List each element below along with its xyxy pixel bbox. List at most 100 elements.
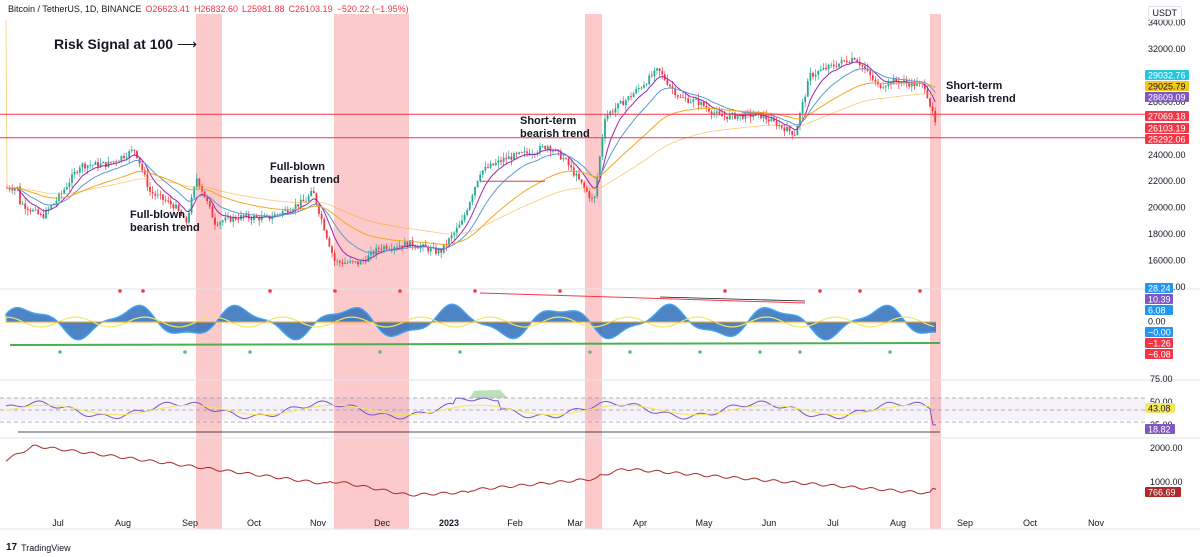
candle-body: [99, 163, 102, 167]
candle-body: [333, 252, 336, 261]
candle-body: [845, 60, 848, 63]
candle-body: [622, 100, 625, 106]
candle-body: [149, 186, 151, 192]
candle-body: [250, 218, 253, 220]
candle-body: [429, 248, 432, 252]
currency-button[interactable]: USDT: [1147, 6, 1182, 20]
candle-body: [286, 209, 289, 213]
candle-body: [427, 247, 430, 252]
x-tick-label: Nov: [310, 518, 327, 528]
candle-body: [861, 65, 864, 67]
candle-body: [489, 163, 492, 168]
candle-body: [180, 210, 183, 216]
candle-body: [580, 179, 583, 183]
rsi-overbought-fill: [470, 389, 508, 398]
candle-body: [437, 250, 440, 254]
candle-body: [773, 118, 775, 121]
signal-dot: [333, 289, 337, 293]
candle-body: [130, 149, 133, 152]
x-tick-label: Sep: [957, 518, 973, 528]
candle-body: [24, 203, 27, 209]
candle-body: [281, 211, 284, 214]
candle-body: [393, 247, 396, 250]
price-label-bg: [1145, 81, 1189, 91]
candle-body: [195, 178, 198, 187]
y-tick-label: 22000.00: [1148, 176, 1186, 186]
candle-body: [167, 200, 170, 202]
indicator-label: 766.69: [1148, 488, 1176, 498]
candle-body: [500, 160, 502, 162]
signal-dot: [818, 289, 822, 293]
indicator-tick-label: 1000.00: [1150, 477, 1183, 487]
candle-body: [627, 96, 630, 101]
candle-body: [484, 166, 487, 171]
candle-body: [73, 171, 76, 175]
price-label: 29032.76: [1148, 71, 1186, 81]
rsi-tick-label: 50.00: [1150, 397, 1173, 407]
candle-body: [783, 127, 786, 132]
candle-body: [487, 166, 489, 168]
candle-body: [416, 247, 419, 249]
annotation-full-blown-1: Full-blown bearish trend: [130, 209, 200, 235]
candle-body: [539, 146, 541, 153]
candle-body: [526, 151, 528, 154]
rsi-label: 18.82: [1148, 425, 1171, 435]
candle-body: [156, 194, 159, 196]
candle-body: [780, 124, 783, 128]
candle-body: [260, 216, 263, 221]
candle-body: [216, 224, 219, 226]
candle-body: [864, 66, 866, 70]
candle-body: [851, 58, 853, 63]
candle-body: [458, 224, 461, 228]
candle-body: [164, 199, 167, 201]
rsi-label: 43.08: [1148, 404, 1171, 414]
candle-body: [422, 244, 424, 247]
rsi-ma-line: [5, 404, 935, 416]
candle-body: [143, 170, 146, 175]
candle-body: [377, 247, 380, 249]
candle-body: [58, 193, 60, 201]
candle-body: [830, 64, 833, 66]
rsi-label-bg: [1145, 403, 1175, 413]
candle-body: [328, 238, 331, 247]
rsi-line: [5, 397, 936, 426]
candle-body: [840, 60, 843, 64]
candle-body: [47, 208, 50, 210]
candle-body: [858, 61, 861, 66]
candle-body: [435, 247, 437, 254]
candle-body: [736, 115, 739, 119]
symbol-label[interactable]: Bitcoin / TetherUS, 1D, BINANCE: [8, 4, 142, 14]
tradingview-brand[interactable]: TradingView: [21, 542, 71, 553]
price-label-bg: [1145, 134, 1189, 144]
candle-body: [299, 199, 302, 207]
candle-body: [695, 98, 697, 100]
candle-body: [120, 156, 123, 161]
candle-body: [817, 71, 820, 75]
candle-body: [403, 241, 406, 247]
candle-body: [455, 227, 458, 233]
signal-dot: [183, 350, 187, 354]
candle-body: [26, 208, 29, 211]
candle-body: [411, 240, 414, 246]
candle-body: [224, 217, 227, 221]
candle-body: [856, 59, 859, 62]
chart-header: Bitcoin / TetherUS, 1D, BINANCE O26623.4…: [8, 4, 409, 14]
candle-body: [617, 103, 619, 109]
candle-body: [632, 93, 635, 98]
candle-body: [931, 106, 934, 112]
signal-dot: [268, 289, 272, 293]
signal-dot: [798, 350, 802, 354]
candle-body: [827, 64, 830, 70]
ohlc-open: O26623.41: [145, 4, 190, 14]
candle-body: [637, 88, 640, 90]
candle-body: [923, 83, 926, 90]
candle-body: [94, 162, 97, 165]
candle-body: [380, 248, 383, 250]
signal-dot: [723, 289, 727, 293]
candle-body: [21, 203, 24, 205]
candle-body: [468, 202, 471, 211]
candle-body: [661, 71, 664, 75]
candle-body: [55, 200, 58, 204]
osc-label: 6.08: [1148, 306, 1166, 316]
